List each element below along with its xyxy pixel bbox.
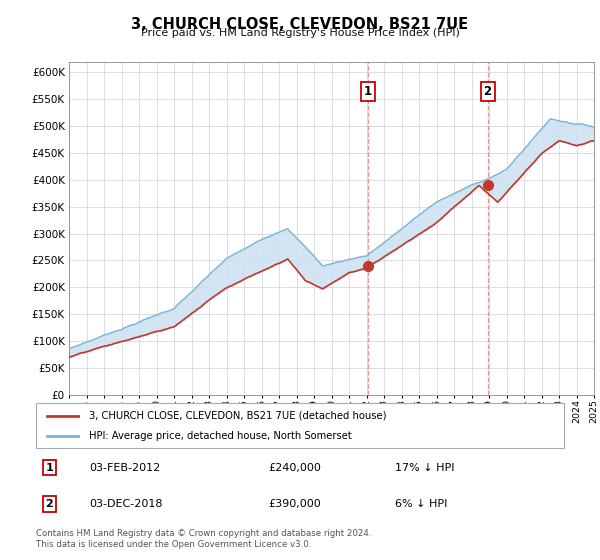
Text: 3, CHURCH CLOSE, CLEVEDON, BS21 7UE: 3, CHURCH CLOSE, CLEVEDON, BS21 7UE bbox=[131, 17, 469, 32]
Text: £240,000: £240,000 bbox=[268, 463, 321, 473]
Text: 6% ↓ HPI: 6% ↓ HPI bbox=[395, 499, 448, 509]
Text: Contains HM Land Registry data © Crown copyright and database right 2024.
This d: Contains HM Land Registry data © Crown c… bbox=[36, 529, 371, 549]
Text: HPI: Average price, detached house, North Somerset: HPI: Average price, detached house, Nort… bbox=[89, 431, 352, 441]
Text: £390,000: £390,000 bbox=[268, 499, 321, 509]
Text: 1: 1 bbox=[46, 463, 53, 473]
Text: 2: 2 bbox=[46, 499, 53, 509]
Text: 03-DEC-2018: 03-DEC-2018 bbox=[89, 499, 162, 509]
Text: 2: 2 bbox=[484, 85, 491, 97]
Text: 3, CHURCH CLOSE, CLEVEDON, BS21 7UE (detached house): 3, CHURCH CLOSE, CLEVEDON, BS21 7UE (det… bbox=[89, 410, 386, 421]
FancyBboxPatch shape bbox=[36, 403, 564, 448]
Text: Price paid vs. HM Land Registry's House Price Index (HPI): Price paid vs. HM Land Registry's House … bbox=[140, 28, 460, 38]
Text: 03-FEB-2012: 03-FEB-2012 bbox=[89, 463, 160, 473]
Text: 17% ↓ HPI: 17% ↓ HPI bbox=[395, 463, 455, 473]
Text: 1: 1 bbox=[364, 85, 372, 97]
